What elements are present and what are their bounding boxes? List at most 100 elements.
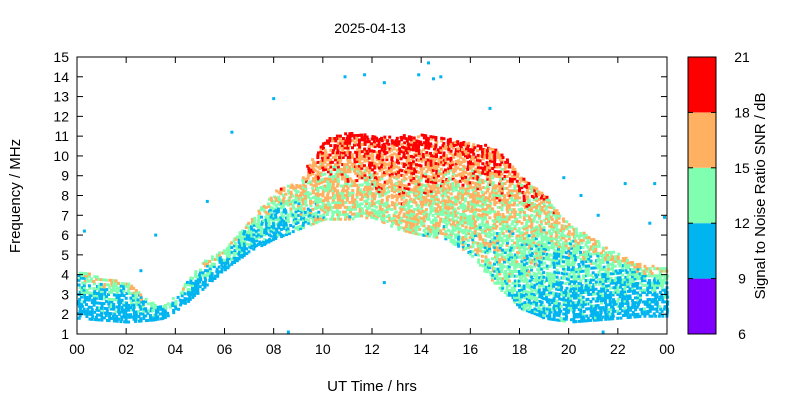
- data-point: [498, 236, 502, 240]
- data-point: [614, 281, 618, 285]
- data-point: [552, 230, 556, 234]
- data-point: [493, 210, 497, 214]
- data-point: [503, 215, 507, 219]
- data-point: [270, 201, 274, 205]
- data-point: [179, 303, 183, 307]
- data-point: [373, 166, 377, 170]
- data-point: [518, 177, 522, 181]
- data-point: [435, 140, 439, 144]
- data-point: [457, 149, 461, 153]
- data-point: [368, 182, 372, 186]
- data-point: [244, 226, 248, 229]
- data-point: [473, 231, 477, 235]
- data-point: [243, 230, 247, 234]
- data-point: [314, 173, 318, 177]
- data-point: [464, 218, 468, 222]
- data-point: [555, 244, 559, 248]
- data-point: [308, 213, 312, 217]
- data-point: [558, 242, 562, 246]
- data-point: [365, 209, 369, 213]
- data-point: [581, 260, 585, 264]
- data-point: [378, 192, 381, 196]
- data-point: [496, 205, 500, 209]
- data-point: [361, 171, 365, 175]
- data-point: [625, 282, 629, 286]
- data-point: [105, 309, 109, 313]
- data-point: [203, 273, 207, 277]
- data-point: [425, 151, 429, 155]
- data-point: [500, 191, 504, 195]
- data-point: [552, 225, 556, 229]
- data-point: [578, 265, 581, 269]
- data-point: [503, 203, 507, 207]
- data-point: [614, 288, 618, 292]
- data-point: [445, 213, 449, 217]
- data-point: [589, 318, 592, 322]
- data-point: [530, 282, 534, 286]
- data-point: [83, 279, 87, 283]
- data-point: [564, 282, 568, 285]
- data-point: [629, 270, 633, 274]
- data-point: [476, 208, 480, 212]
- data-point: [562, 260, 565, 264]
- data-point: [526, 285, 530, 289]
- data-point: [501, 213, 505, 216]
- data-point: [547, 219, 551, 223]
- data-point: [272, 209, 276, 213]
- data-point: [393, 195, 397, 198]
- data-point: [461, 150, 465, 154]
- data-point: [508, 203, 512, 207]
- data-point: [500, 208, 504, 212]
- data-point: [316, 160, 320, 164]
- data-point: [539, 241, 543, 245]
- data-point: [444, 147, 448, 151]
- data-point: [397, 166, 401, 170]
- data-point: [569, 306, 573, 310]
- data-point: [360, 183, 364, 187]
- data-point: [407, 194, 411, 198]
- data-point: [341, 210, 345, 214]
- data-point: [599, 258, 603, 262]
- data-point: [435, 155, 438, 158]
- data-point: [467, 148, 471, 152]
- data-point: [535, 303, 539, 307]
- data-point: [469, 202, 473, 206]
- data-point: [478, 237, 482, 241]
- data-point: [440, 139, 444, 143]
- data-point: [395, 222, 399, 226]
- data-point: [549, 277, 553, 281]
- data-point: [388, 135, 392, 139]
- data-point: [586, 316, 590, 320]
- data-point: [567, 306, 571, 310]
- data-point: [436, 202, 440, 206]
- data-point: [625, 278, 629, 281]
- data-point: [594, 280, 598, 284]
- data-point: [499, 217, 503, 221]
- data-point: [606, 253, 609, 257]
- data-point: [87, 279, 91, 283]
- data-point: [498, 172, 501, 176]
- data-point: [385, 191, 389, 195]
- data-point: [279, 220, 283, 224]
- data-point: [125, 308, 128, 312]
- data-point: [496, 194, 500, 197]
- data-point: [321, 199, 325, 203]
- data-point: [597, 242, 601, 246]
- data-point: [102, 285, 106, 289]
- data-point: [589, 292, 593, 296]
- data-point: [555, 223, 559, 227]
- data-point: [304, 177, 308, 181]
- data-point: [471, 155, 474, 159]
- data-point: [443, 220, 447, 224]
- data-point: [394, 165, 398, 169]
- data-point: [523, 296, 527, 300]
- data-point: [481, 219, 485, 223]
- data-point: [420, 171, 424, 175]
- data-point: [275, 199, 279, 202]
- data-point: [348, 208, 352, 212]
- data-point: [631, 301, 635, 305]
- data-point: [208, 279, 212, 282]
- data-point: [336, 165, 340, 169]
- data-point: [547, 222, 551, 226]
- data-point: [405, 227, 409, 231]
